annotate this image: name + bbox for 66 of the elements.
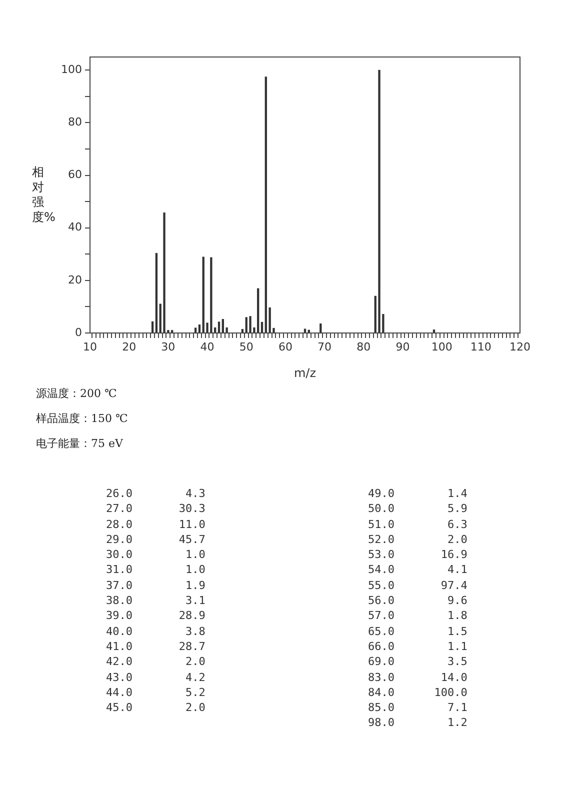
- text: 56.0 9.6: [368, 593, 468, 608]
- text: 38.0 3.1: [106, 593, 206, 608]
- text: 65.0 1.5: [368, 624, 468, 639]
- y-tick-label: 80: [68, 116, 82, 129]
- bar: [163, 212, 166, 333]
- text: 41.0 28.7: [106, 638, 206, 654]
- bar: [264, 76, 267, 333]
- x-tick-label: 40: [200, 340, 214, 354]
- bar: [245, 317, 248, 333]
- y-tick-label: 0: [75, 326, 82, 339]
- x-tick-label: 30: [161, 340, 176, 354]
- text: 27.0 30.3: [106, 501, 206, 517]
- bar: [257, 288, 260, 333]
- text: 40.0 3.8: [106, 624, 206, 639]
- text: 42.0 2.0: [106, 654, 206, 670]
- y-tick-label: 20: [68, 273, 82, 286]
- bar: [202, 256, 204, 333]
- bar: [210, 257, 212, 333]
- text: 26.0 4.3: [106, 486, 206, 502]
- x-tick-label: 50: [239, 340, 254, 354]
- text: 54.0 4.1: [368, 562, 468, 578]
- x-tick-label: 70: [318, 340, 332, 354]
- x-tick-label: 60: [278, 340, 292, 354]
- text: 29.0 45.7: [106, 532, 206, 548]
- text: 源温度：200 ℃: [36, 386, 118, 402]
- x-tick-label: 90: [396, 340, 410, 354]
- text: 样品温度：150 ℃: [36, 411, 128, 427]
- bar: [304, 328, 306, 333]
- text: 69.0 3.5: [368, 654, 468, 670]
- text: 83.0 14.0: [368, 670, 468, 685]
- x-tick-label: 80: [356, 340, 371, 354]
- text: 57.0 1.8: [368, 608, 468, 624]
- bar: [222, 319, 224, 333]
- bar: [249, 316, 252, 333]
- text: 37.0 1.9: [106, 578, 206, 594]
- text: 44.0 5.2: [106, 684, 206, 700]
- text: 84.0 100.0: [368, 684, 468, 700]
- text: 53.0 16.9: [368, 547, 468, 562]
- bar: [378, 70, 380, 333]
- y-tick-label: 100: [61, 63, 82, 76]
- text: 98.0 1.2: [368, 715, 468, 731]
- text: 50.0 5.9: [368, 501, 468, 517]
- y-tick-label: 60: [68, 168, 82, 182]
- text: 45.0 2.0: [106, 700, 206, 716]
- x-axis-title: m/z: [294, 366, 316, 380]
- text: 电子能量：75 eV: [36, 436, 124, 452]
- bar: [218, 322, 220, 333]
- text: 51.0 6.3: [368, 516, 468, 532]
- text: 85.0 7.1: [368, 700, 468, 716]
- x-tick-label: 20: [122, 340, 136, 354]
- x-tick-label: 100: [431, 340, 452, 354]
- bar: [155, 253, 158, 333]
- text: 30.0 1.0: [106, 547, 206, 562]
- text: 31.0 1.0: [106, 562, 206, 578]
- text: 55.0 97.4: [368, 578, 468, 594]
- text: 28.0 11.0: [106, 516, 206, 532]
- x-tick-label: 120: [510, 340, 530, 354]
- text: 49.0 1.4: [368, 486, 468, 502]
- y-axis-title: 相对强度%: [32, 165, 56, 225]
- text: 52.0 2.0: [368, 532, 468, 548]
- text: 43.0 4.2: [106, 670, 206, 685]
- x-tick-label: 110: [470, 340, 492, 354]
- x-tick-label: 10: [83, 340, 97, 354]
- y-tick-label: 40: [68, 220, 82, 234]
- text: 39.0 28.9: [106, 608, 206, 624]
- text: 66.0 1.1: [368, 638, 468, 654]
